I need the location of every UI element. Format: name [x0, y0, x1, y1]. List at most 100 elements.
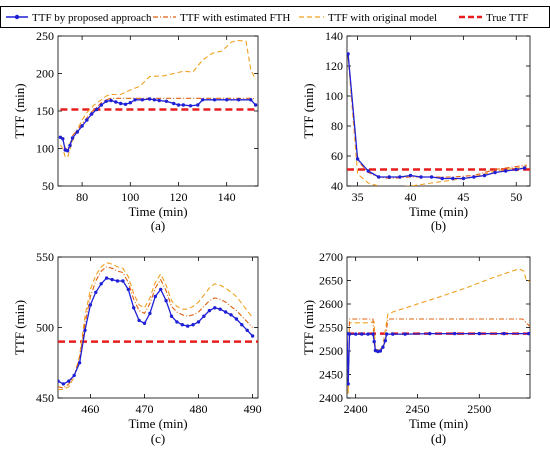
panel-caption: (d) [431, 431, 446, 446]
series-point-ttf-by-proposed-approach [391, 332, 395, 336]
series-point-ttf-by-proposed-approach [176, 103, 181, 107]
panels: 80 100 120 140 50 100 150 200 250 Time (min) TTF (… [12, 29, 531, 446]
series-point-ttf-by-proposed-approach [90, 112, 94, 116]
series-point-ttf-by-proposed-approach [493, 170, 497, 175]
series-point-ttf-by-proposed-approach [482, 173, 487, 178]
panel-2: 35 40 45 50 40 60 80 100 120 140 Time (min) TTF (mi… [301, 29, 531, 233]
y-tick-label: 550 [36, 250, 54, 264]
y-tick-label: 500 [36, 321, 54, 335]
series-line-ttf-with-original-model [347, 56, 527, 186]
series-point-ttf-by-proposed-approach [175, 320, 179, 324]
series-point-ttf-by-proposed-approach [80, 124, 84, 128]
series-point-ttf-by-proposed-approach [250, 334, 255, 338]
series-point-ttf-by-proposed-approach [371, 332, 375, 336]
y-tick-label: 2600 [319, 297, 343, 311]
y-tick-label: 140 [325, 29, 343, 43]
series-point-ttf-by-proposed-approach [347, 52, 350, 56]
series-point-ttf-by-proposed-approach [240, 323, 244, 327]
plot-area [347, 268, 530, 394]
series-point-ttf-by-proposed-approach [451, 176, 455, 181]
series-point-ttf-by-proposed-approach [372, 339, 376, 344]
series-point-ttf-by-proposed-approach [94, 107, 99, 112]
series-point-ttf-by-proposed-approach [152, 98, 157, 102]
series-point-ttf-by-proposed-approach [347, 382, 350, 386]
series-line-ttf-with-estimated-fth [58, 266, 253, 389]
series-point-ttf-by-proposed-approach [225, 98, 229, 102]
series-point-ttf-by-proposed-approach [104, 99, 108, 104]
y-tick-label: 50 [42, 179, 54, 193]
x-tick-label: 2500 [467, 402, 491, 416]
panel-caption: (b) [431, 218, 446, 233]
series-point-ttf-by-proposed-approach [148, 311, 152, 316]
series-point-ttf-by-proposed-approach [377, 175, 381, 179]
series-line-ttf-by-proposed-approach [58, 277, 254, 385]
series-line-ttf-with-original-model [347, 268, 530, 394]
y-axis-label: TTF (min) [301, 300, 316, 355]
series-point-ttf-by-proposed-approach [110, 277, 114, 282]
y-tick-label: 2400 [319, 391, 343, 405]
y-tick-label: 60 [331, 149, 343, 163]
legend-item-estimated-fth: TTF with estimated FTH [153, 12, 290, 24]
legend-label-estimated-fth: TTF with estimated FTH [180, 12, 290, 24]
plot-area [347, 52, 530, 186]
legend-label-original-model: TTF with original model [328, 12, 437, 24]
series-point-ttf-by-proposed-approach [253, 103, 258, 107]
legend: TTF by proposed approach TTF with estima… [0, 6, 550, 28]
legend-label-proposed: TTF by proposed approach [32, 12, 152, 24]
x-tick-label: 2450 [405, 402, 429, 416]
series-point-ttf-by-proposed-approach [94, 290, 98, 294]
panel-caption: (a) [151, 218, 165, 233]
axes-frame [346, 35, 531, 187]
series-point-ttf-by-proposed-approach [196, 320, 201, 324]
series-point-ttf-by-proposed-approach [196, 103, 200, 107]
x-tick-label: 480 [190, 402, 208, 416]
series-point-ttf-by-proposed-approach [153, 294, 157, 299]
series-point-ttf-by-proposed-approach [133, 98, 137, 102]
series-point-ttf-by-proposed-approach [452, 331, 457, 336]
series-point-ttf-by-proposed-approach [381, 345, 385, 349]
series-point-ttf-by-proposed-approach [514, 167, 518, 172]
series-point-ttf-by-proposed-approach [229, 313, 233, 317]
series-point-ttf-by-proposed-approach [126, 287, 130, 292]
series-point-ttf-by-proposed-approach [61, 137, 65, 141]
y-axis-label: TTF (min) [12, 300, 27, 355]
series-point-ttf-by-proposed-approach [172, 101, 176, 106]
series-point-ttf-by-proposed-approach [428, 331, 432, 336]
panel-4: 2400 2450 2500 2400 2450 2500 2550 2600 2650 2700… [301, 250, 531, 446]
plot-area [58, 39, 258, 159]
series-point-ttf-by-proposed-approach [121, 279, 125, 283]
series-point-ttf-by-proposed-approach [188, 104, 193, 108]
series-point-ttf-by-proposed-approach [157, 98, 161, 103]
plot-area [58, 262, 258, 391]
x-tick-label: 120 [169, 190, 187, 204]
series-line-ttf-by-proposed-approach [347, 53, 525, 180]
series-point-ttf-by-proposed-approach [234, 317, 239, 321]
y-tick-label: 200 [36, 67, 54, 81]
series-point-ttf-by-proposed-approach [347, 332, 352, 336]
panel-caption: (c) [151, 431, 165, 446]
series-point-ttf-by-proposed-approach [140, 98, 144, 102]
panel-1: 80 100 120 140 50 100 150 200 250 Time (min) TTF (… [12, 29, 259, 233]
series-point-ttf-by-proposed-approach [504, 169, 508, 173]
series-point-ttf-by-proposed-approach [137, 318, 141, 323]
series-point-ttf-by-proposed-approach [527, 331, 530, 336]
x-tick-label: 50 [510, 190, 522, 204]
x-axis-label: Time (min) [409, 204, 468, 219]
series-point-ttf-by-proposed-approach [115, 279, 120, 283]
series-point-ttf-by-proposed-approach [440, 176, 444, 181]
x-tick-label: 490 [244, 402, 262, 416]
legend-label-true-ttf: True TTF [486, 12, 529, 24]
series-point-ttf-by-proposed-approach [366, 169, 370, 173]
y-tick-label: 2650 [319, 274, 343, 288]
series-point-ttf-by-proposed-approach [99, 103, 104, 107]
y-tick-label: 100 [325, 89, 343, 103]
series-point-ttf-by-proposed-approach [383, 339, 387, 343]
series-point-ttf-by-proposed-approach [218, 307, 222, 311]
y-tick-label: 100 [36, 142, 54, 156]
y-tick-label: 2450 [319, 368, 343, 382]
series-line-ttf-with-original-model [59, 39, 257, 159]
series-point-ttf-by-proposed-approach [186, 324, 190, 328]
series-line-ttf-with-estimated-fth [347, 318, 530, 380]
series-line-ttf-with-estimated-fth [347, 55, 527, 180]
